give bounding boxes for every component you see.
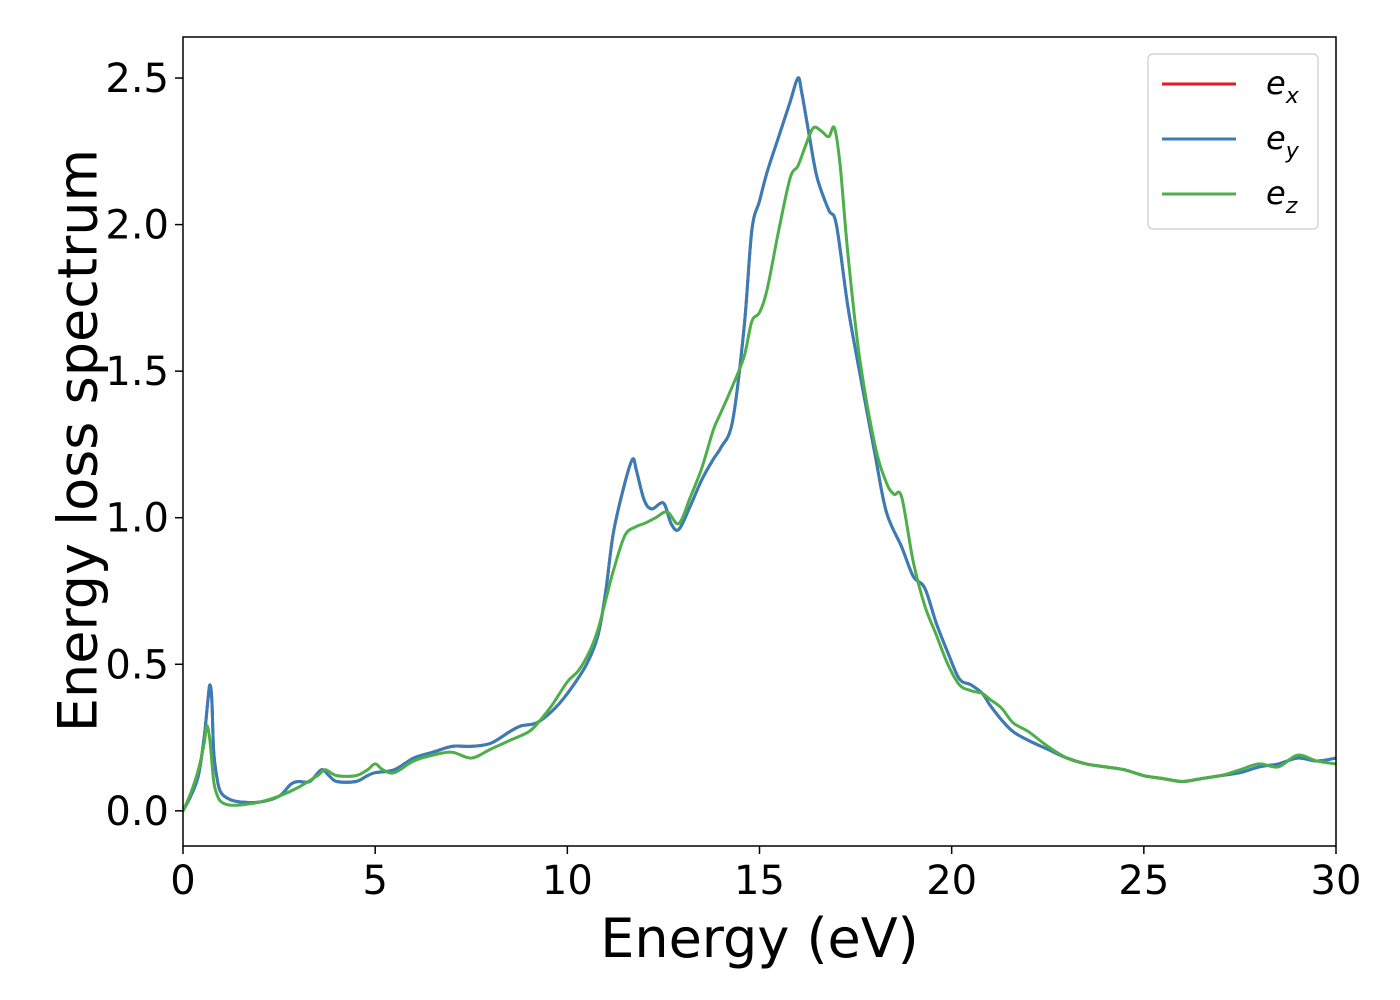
x-tick-label: 25 (1118, 858, 1169, 904)
legend-box (1147, 53, 1319, 230)
x-axis-ticks: 0 5 10 15 20 25 30 (170, 846, 1361, 904)
x-tick-label: 30 (1311, 858, 1362, 904)
y-axis-ticks: 0.0 0.5 1.0 1.5 2.0 2.5 (105, 56, 183, 835)
y-axis-label: Energy loss spectrum (47, 149, 110, 732)
legend-label-e-y: ey (1266, 119, 1300, 164)
legend-label-e-x: ex (1266, 64, 1300, 109)
x-tick-label: 0 (170, 858, 195, 904)
x-axis-label: Energy (eV) (600, 907, 919, 970)
x-tick-label: 5 (362, 858, 387, 904)
x-tick-label: 20 (926, 858, 977, 904)
y-tick-label: 1.5 (105, 349, 169, 395)
y-tick-label: 2.5 (105, 56, 169, 102)
y-tick-label: 0.0 (105, 789, 169, 835)
y-tick-label: 0.5 (105, 642, 169, 688)
y-tick-label: 1.0 (105, 496, 169, 542)
x-tick-label: 10 (542, 858, 593, 904)
series-line-e-z (183, 125, 1336, 813)
series-layer (183, 76, 1336, 813)
legend: ex ey ez (1147, 53, 1319, 230)
x-tick-label: 15 (734, 858, 785, 904)
y-tick-label: 2.0 (105, 203, 169, 249)
legend-label-e-z: ez (1266, 174, 1298, 219)
